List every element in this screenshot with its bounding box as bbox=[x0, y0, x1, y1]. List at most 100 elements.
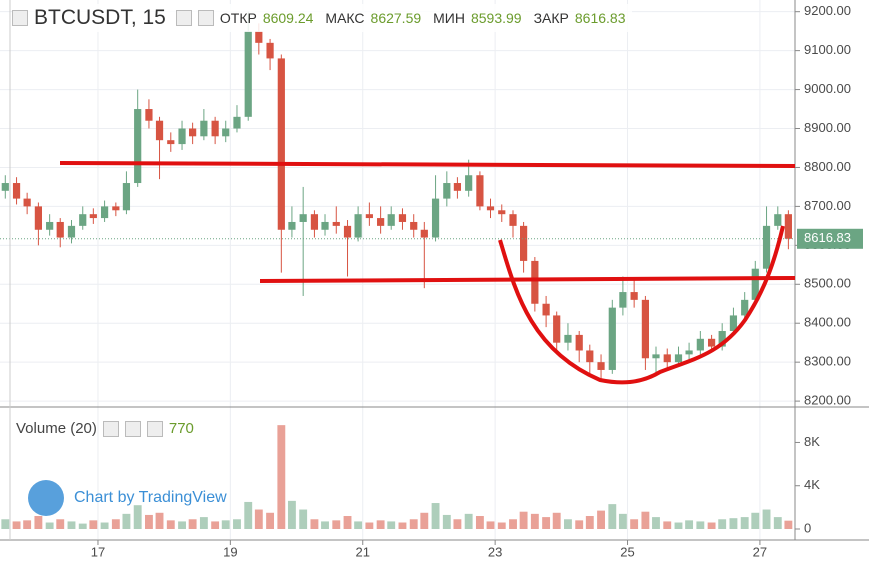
volume-bar bbox=[387, 521, 396, 529]
candle-body bbox=[531, 260, 539, 304]
watermark[interactable]: Chart by TradingView bbox=[28, 480, 227, 516]
volume-bar bbox=[497, 522, 506, 529]
volume-bar bbox=[266, 512, 275, 529]
volume-bar bbox=[707, 522, 716, 529]
candle-body bbox=[641, 299, 650, 359]
x-tick-label: 27 bbox=[753, 544, 767, 559]
candle-body bbox=[476, 175, 484, 207]
candle-body bbox=[354, 214, 362, 238]
ohlc-label: МАКС bbox=[325, 10, 365, 26]
candle-body bbox=[244, 31, 252, 117]
x-tick-label: 17 bbox=[91, 544, 105, 559]
candle-body bbox=[343, 225, 352, 238]
volume-bar bbox=[685, 520, 694, 529]
candle-body bbox=[685, 350, 693, 355]
candle-body bbox=[67, 225, 76, 238]
candle-body bbox=[12, 183, 21, 199]
candle-body bbox=[751, 268, 759, 300]
volume-bar bbox=[155, 512, 164, 529]
y-tick-label: 8500.00 bbox=[804, 276, 851, 291]
volume-bar bbox=[652, 517, 660, 529]
ohlc-value: 8627.59 bbox=[370, 10, 422, 26]
volume-bar bbox=[464, 513, 473, 529]
y-tick-label: 8400.00 bbox=[804, 315, 851, 330]
volume-bar bbox=[575, 520, 584, 529]
volume-bar bbox=[420, 512, 429, 529]
ohlc-label: МИН bbox=[433, 10, 465, 26]
candle-body bbox=[741, 299, 749, 316]
y-tick-label: 9200.00 bbox=[804, 3, 851, 18]
candle-body bbox=[155, 120, 164, 141]
volume-bar bbox=[542, 517, 551, 529]
volume-bar bbox=[166, 520, 175, 529]
volume-bar bbox=[365, 522, 374, 529]
volume-bar bbox=[67, 521, 76, 529]
y-tick-label: 8K bbox=[804, 434, 820, 449]
drawn-curve bbox=[498, 225, 785, 385]
candle-body bbox=[762, 225, 771, 269]
volume-bar bbox=[398, 522, 407, 529]
candle-body bbox=[189, 128, 197, 137]
candle-body bbox=[79, 214, 87, 226]
volume-bar bbox=[45, 522, 54, 529]
x-tick-label: 19 bbox=[223, 544, 237, 559]
last-price-box bbox=[797, 228, 863, 249]
volume-bar bbox=[519, 511, 528, 529]
candle-body bbox=[211, 120, 219, 137]
icon[interactable] bbox=[175, 10, 192, 26]
icon bbox=[12, 10, 28, 26]
candle-body bbox=[410, 221, 418, 230]
icon[interactable] bbox=[146, 420, 163, 437]
candle-body bbox=[784, 214, 792, 239]
volume-bar bbox=[564, 519, 572, 529]
candle-body bbox=[310, 214, 319, 230]
icon[interactable] bbox=[197, 10, 214, 26]
volume-bar bbox=[354, 521, 363, 529]
candle-body bbox=[465, 175, 473, 191]
header: BTCUSDT, 15 ОТКР 8609.24 МАКС 8627.59 МИН 8… bbox=[12, 4, 632, 32]
candle-body bbox=[707, 338, 716, 347]
candle-body bbox=[112, 206, 120, 211]
icon[interactable] bbox=[124, 420, 141, 437]
candle-body bbox=[520, 225, 528, 261]
candle-body bbox=[377, 218, 385, 226]
volume-bar bbox=[696, 521, 705, 529]
candle-body bbox=[542, 303, 550, 316]
x-tick-label: 23 bbox=[488, 544, 502, 559]
volume-title[interactable]: Volume (20) bbox=[16, 420, 97, 437]
x-tick-label: 25 bbox=[620, 544, 634, 559]
drawn-line bbox=[259, 276, 796, 283]
volume-value: 770 bbox=[168, 420, 194, 437]
volume-bar bbox=[608, 504, 617, 529]
volume-bar bbox=[321, 521, 329, 529]
volume-bar bbox=[343, 516, 352, 529]
candle-body bbox=[332, 221, 340, 226]
candle-body bbox=[89, 214, 97, 219]
drawn-line bbox=[59, 161, 796, 168]
candle-body bbox=[619, 292, 627, 308]
symbol[interactable]: BTCUSDT, 15 bbox=[34, 6, 166, 29]
candle-body bbox=[608, 307, 616, 370]
y-tick-label: 9000.00 bbox=[804, 81, 851, 96]
volume-bar bbox=[674, 522, 683, 529]
icon[interactable] bbox=[102, 420, 119, 437]
watermark-text: Chart by TradingView bbox=[74, 489, 227, 506]
volume-bar bbox=[718, 519, 727, 529]
volume-bar bbox=[509, 519, 517, 529]
candle-body bbox=[100, 206, 109, 219]
candle-body bbox=[321, 221, 329, 230]
candle-body bbox=[145, 109, 153, 121]
y-tick-label: 0 bbox=[804, 520, 811, 535]
volume-bar bbox=[211, 521, 220, 529]
candle-body bbox=[575, 334, 583, 351]
candle-body bbox=[509, 214, 517, 226]
candle-body bbox=[586, 350, 594, 363]
volume-bar bbox=[233, 519, 241, 529]
candle-body bbox=[387, 214, 395, 226]
candle-body bbox=[299, 214, 307, 222]
candle-body bbox=[674, 354, 683, 363]
candle-body bbox=[431, 198, 440, 238]
volume-bar bbox=[762, 509, 771, 529]
volume-bar bbox=[431, 503, 440, 529]
